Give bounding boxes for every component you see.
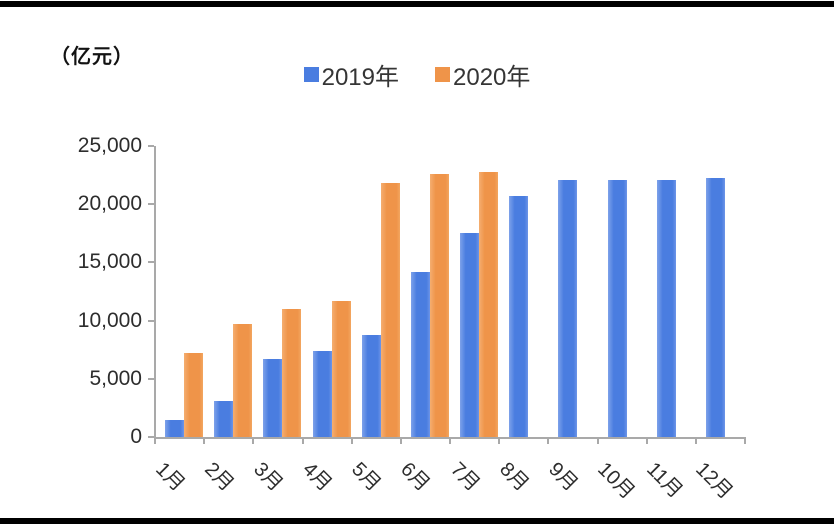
legend-label-2020: 2020年 [453,64,531,91]
bar-2020年-1月 [184,352,203,437]
x-tick-label: 8月 [494,458,533,496]
bar-2020年-4月 [331,300,351,437]
x-tick-label: 3月 [249,458,287,496]
y-axis-tick [148,436,154,438]
top-rule [0,1,834,7]
legend-label-2019: 2019年 [321,64,399,91]
bar-2019年-12月 [705,178,725,437]
y-tick-label: 0 [130,425,142,448]
bar-2019年-7月 [460,233,479,437]
bar-2020年-7月 [479,172,498,437]
x-tick-label: 9月 [544,458,582,496]
x-tick-label: 4月 [298,458,336,496]
y-axis-tick [148,377,154,380]
y-axis-line [154,146,156,437]
x-tick-label: 5月 [347,458,386,496]
x-axis-tick [744,437,746,444]
y-tick-label: 25,000 [77,134,142,157]
bar-2020年-5月 [380,183,400,437]
legend-swatch-2019-icon [303,67,319,82]
x-axis-tick [547,437,550,444]
y-axis-tick [148,145,154,147]
y-tick-label: 15,000 [77,250,142,274]
x-axis-tick [645,437,648,444]
bar-2020年-2月 [233,324,253,437]
legend: 2019年 2020年 [0,57,834,92]
x-axis-tick [694,437,697,444]
x-tick-label: 11月 [642,458,687,503]
x-axis-tick [252,437,255,444]
bar-2019年-1月 [165,420,184,437]
x-tick-label: 12月 [691,458,738,504]
bar-2019年-2月 [214,400,234,437]
bar-2019年-6月 [410,271,430,437]
legend-item-2019: 2019年 [303,57,399,92]
bar-2019年-11月 [656,179,676,437]
legend-item-2020: 2020年 [435,57,530,92]
bar-2020年-3月 [282,308,302,437]
x-axis-tick [498,437,501,444]
x-tick-label: 6月 [396,458,435,496]
x-tick-label: 10月 [593,458,639,504]
x-axis-tick [203,437,206,444]
bar-2019年-10月 [607,179,627,437]
y-axis-tick [148,319,154,322]
y-tick-label: 5,000 [89,366,142,390]
y-tick-label: 20,000 [77,192,142,216]
x-axis-tick [449,437,451,444]
bar-2020年-6月 [429,173,449,437]
x-axis-tick [596,437,599,444]
x-axis-tick [350,437,353,444]
x-axis-tick [154,437,156,444]
bar-2019年-3月 [263,359,283,437]
bar-2019年-4月 [312,350,332,437]
x-tick-label: 7月 [445,458,484,496]
x-tick-label: 2月 [199,458,238,496]
bar-2019年-8月 [509,196,529,437]
bar-2019年-5月 [361,335,381,437]
x-axis-tick [301,437,304,444]
y-axis-tick [148,261,154,264]
bar-2019年-9月 [558,180,578,437]
y-axis-unit-label: （亿元） [50,46,134,68]
legend-swatch-2020-icon [435,67,450,82]
y-axis-tick [148,203,154,206]
x-axis-tick [399,437,402,444]
x-tick-label: 1月 [150,458,189,496]
bottom-rule [0,518,834,524]
y-tick-label: 10,000 [77,308,142,332]
